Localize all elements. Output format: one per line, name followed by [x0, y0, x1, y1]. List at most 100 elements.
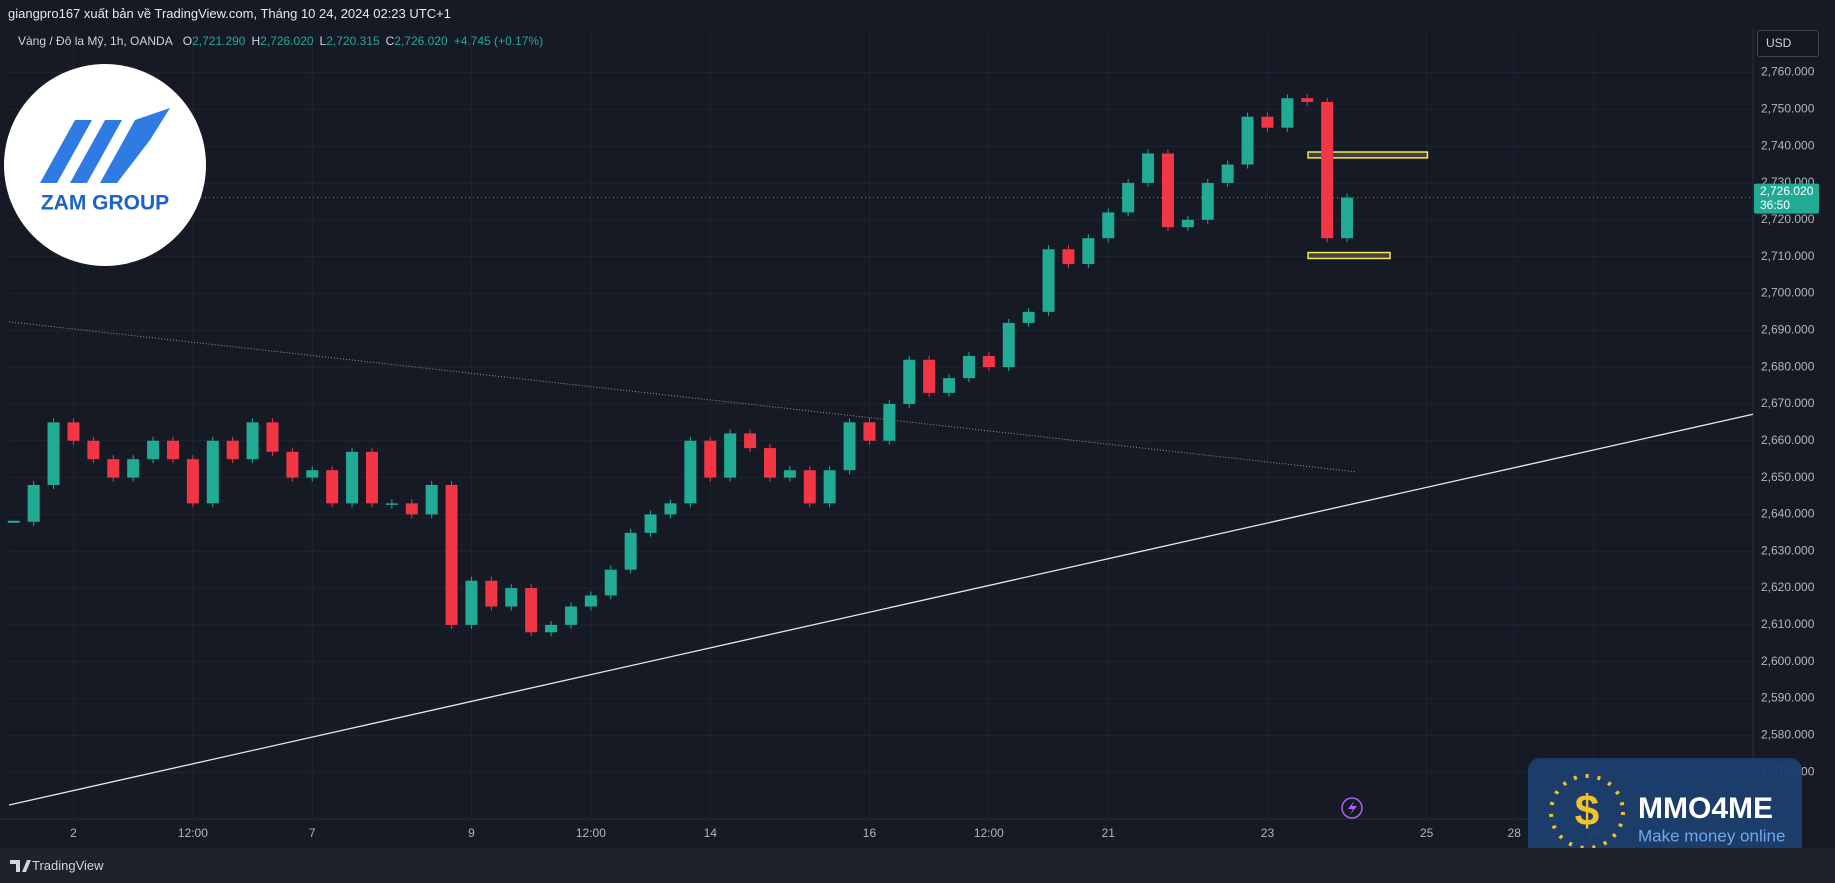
candle [405, 503, 418, 515]
trendline [8, 413, 1754, 806]
logo: ZAM GROUP [4, 64, 206, 266]
candle [1281, 98, 1294, 128]
candle [107, 459, 120, 478]
candle [883, 403, 896, 441]
candle [186, 459, 199, 504]
candle [763, 448, 776, 478]
y-tick-label: 2,600.000 [1761, 654, 1815, 668]
y-tick-label: 2,640.000 [1761, 507, 1815, 521]
candle [943, 378, 956, 393]
candle [525, 588, 538, 633]
candle [306, 470, 319, 478]
candle [346, 451, 359, 504]
y-tick-label: 2,650.000 [1761, 470, 1815, 484]
candle [246, 422, 259, 460]
candle [87, 440, 100, 460]
candle [1161, 153, 1174, 228]
ohlc-label: L [319, 34, 327, 48]
symbol: Vàng / Đô la Mỹ, 1h, OANDA [18, 34, 173, 48]
footer: TradingView [0, 848, 1835, 883]
candle [505, 588, 518, 607]
candle [863, 422, 876, 441]
brand: TradingView [32, 858, 104, 873]
logo-mark [40, 108, 170, 183]
candle [545, 624, 558, 633]
candle [1022, 311, 1035, 323]
publisher: giangpro167 xuất bản về TradingView.com,… [8, 6, 451, 21]
alert-bolt [1348, 801, 1357, 815]
badge-dollar: $ [1575, 787, 1599, 836]
candle [843, 422, 856, 471]
ohlc-label: O [182, 34, 193, 48]
x-tick-label: 2 [70, 826, 77, 840]
candle [624, 532, 637, 570]
candle [27, 484, 40, 522]
candle [127, 459, 140, 478]
x-tick-label: 12:00 [974, 826, 1004, 840]
candle [1261, 116, 1274, 128]
ohlc-value: 2,726.020 [394, 34, 448, 48]
tv-shape [10, 860, 31, 872]
y-tick-label: 2,720.000 [1761, 212, 1815, 226]
x-tick-label: 12:00 [576, 826, 606, 840]
candle [485, 580, 498, 607]
candle [166, 440, 179, 460]
y-tick-label: 2,660.000 [1761, 433, 1815, 447]
candle [1122, 182, 1135, 213]
candle [1002, 322, 1015, 368]
candle [704, 440, 717, 478]
candle [266, 422, 279, 452]
y-tick-label: 2,620.000 [1761, 580, 1815, 594]
x-tick-label: 21 [1102, 826, 1116, 840]
candle [803, 470, 816, 504]
candle [903, 359, 916, 404]
candle [1201, 182, 1214, 220]
x-tick-label: 7 [309, 826, 316, 840]
candle [425, 484, 438, 515]
y-tick-label: 2,700.000 [1761, 286, 1815, 300]
ohlc-value: 2,721.290 [192, 34, 246, 48]
candle [1181, 219, 1194, 228]
candle [1321, 101, 1334, 239]
y-tick-label: 2,610.000 [1761, 617, 1815, 631]
ohlc-value: 2,726.020 [260, 34, 314, 48]
candle [982, 356, 995, 368]
y-tick-label: 2,690.000 [1761, 322, 1815, 336]
candle [465, 580, 478, 625]
candle [385, 503, 398, 505]
y-tick-label: 2,740.000 [1761, 138, 1815, 152]
candle [584, 595, 597, 607]
alert-icon[interactable] [1341, 797, 1363, 819]
y-tick-label: 2,760.000 [1761, 65, 1815, 79]
candle [47, 422, 60, 485]
badge: $ MMO4ME Make money online [1528, 758, 1802, 866]
x-tick-label: 23 [1261, 826, 1275, 840]
y-tick-label: 2,710.000 [1761, 249, 1815, 263]
candle [1301, 98, 1314, 102]
candle [1082, 238, 1095, 264]
candle [564, 606, 577, 625]
currency-button[interactable]: USD [1757, 30, 1819, 57]
badge-stars [1549, 774, 1625, 850]
y-tick-label: 2,670.000 [1761, 396, 1815, 410]
trendline [8, 321, 1356, 473]
candle [783, 470, 796, 478]
ohlc-label: C [385, 34, 395, 48]
candle [604, 569, 617, 596]
candle [67, 422, 80, 441]
candle [664, 503, 677, 515]
tv-icon [10, 860, 31, 872]
candle [445, 484, 458, 625]
countdown: 36:50 [1760, 198, 1790, 212]
y-tick-label: 2,580.000 [1761, 728, 1815, 742]
candle [724, 433, 737, 478]
logo-circle [4, 64, 206, 266]
candle [326, 470, 339, 504]
y-tick-label: 2,680.000 [1761, 359, 1815, 373]
candle [226, 440, 239, 460]
zone [1307, 151, 1429, 159]
candle [147, 440, 160, 460]
last-price-badge [1754, 183, 1819, 214]
